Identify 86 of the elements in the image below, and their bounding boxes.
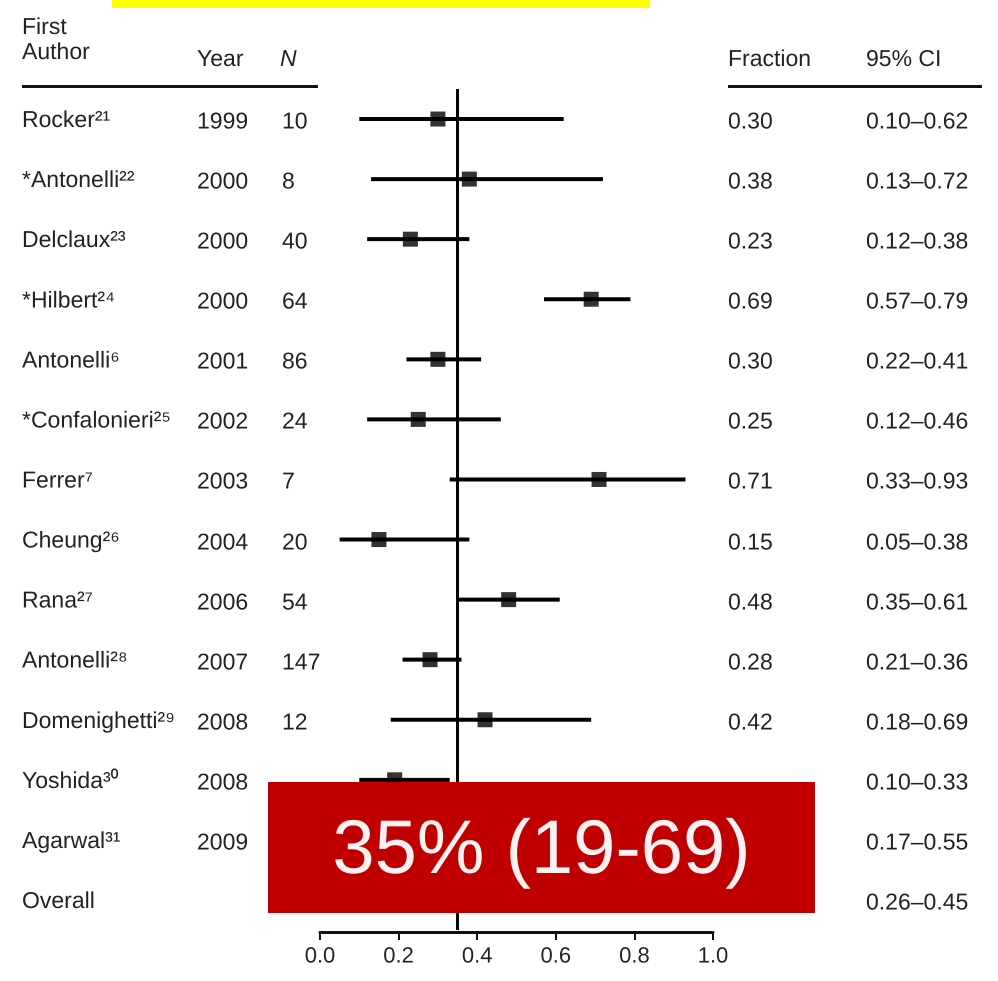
text: 0.18–0.69 [866,708,968,734]
text: 86 [282,348,308,374]
data-label: 0.69 [728,288,773,314]
y-tick-label: *Antonelli²² [22,166,135,192]
text: 2004 [197,528,248,554]
text: Fraction [728,45,812,72]
text: 0.21–0.36 [866,648,968,674]
text: Year [197,45,244,72]
y-tick-label: Antonelli²⁸ [22,646,128,673]
y-tick-label: Rocker²¹ [22,106,111,132]
text: 1999 [197,108,248,134]
text: 2000 [197,288,248,314]
text: 10 [282,108,308,134]
text: 0.13–0.72 [866,168,968,194]
text: 24 [282,408,308,434]
x-tick-label: 0.4 [462,942,492,968]
data-label: 0.38 [728,168,773,194]
text: 2006 [197,588,248,614]
text: 0.10–0.33 [866,768,968,794]
point [422,652,438,668]
text: First Author [22,13,91,65]
text: 0.26–0.45 [866,888,968,914]
point [501,592,516,608]
text: 2008 [197,708,248,734]
point [462,172,477,187]
text: 2000 [197,168,248,194]
text: 0.57–0.79 [866,288,968,314]
x-tick-label: 0.2 [383,942,414,968]
text: 8 [282,168,295,194]
x-tick-label: 0.6 [540,942,572,968]
text: 0.12–0.46 [866,408,968,434]
y-tick-label: Ferrer⁷ [22,466,93,492]
text: 0.17–0.55 [866,828,968,854]
text: 0.12–0.38 [866,228,968,254]
data-label: 0.30 [728,108,773,134]
text: 12 [282,708,308,734]
x-tick-label: 0.8 [619,942,650,968]
y-tick-label: Delclaux²³ [22,226,126,252]
text: 2001 [197,348,248,374]
text: 0.33–0.93 [866,468,968,494]
y-tick-label: *Confalonieri²⁵ [22,406,171,432]
point [371,532,386,548]
data-label: 0.28 [728,648,773,674]
data-label: 0.25 [728,408,773,434]
annotation: 35% (19-69) [268,782,815,913]
text: 2009 [197,828,248,854]
text: 95% CI [866,45,942,72]
text: 2003 [197,468,248,494]
y-tick-label: Cheung²⁶ [22,526,120,553]
text: 0.22–0.41 [866,348,968,374]
text: 7 [282,468,295,494]
y-tick-label: *Hilbert²⁴ [22,286,115,312]
point [584,292,599,307]
text: 0.10–0.62 [866,108,968,134]
text: 0.35–0.61 [866,588,968,614]
point [430,352,446,367]
text: 2000 [197,228,248,254]
text: 54 [282,588,308,614]
point [430,112,446,127]
text: 20 [282,528,308,554]
text: 64 [282,288,308,314]
data-label: 0.71 [728,468,773,494]
x-tick-label: 0.0 [304,942,336,968]
text: 2007 [197,648,248,674]
text: 40 [282,228,308,254]
text: 2008 [197,768,248,794]
y-tick-label: Domenighetti²⁹ [22,706,176,733]
data-label: 0.30 [728,348,773,374]
y-tick-label: Agarwal³¹ [22,826,121,853]
point [478,712,493,728]
data-label: 0.48 [728,588,773,614]
text: 2002 [197,408,248,434]
y-tick-label: Overall [22,886,95,913]
y-tick-label: Yoshida³⁰ [22,766,119,793]
text: 0.05–0.38 [866,528,968,554]
y-tick-label: Rana²⁷ [22,586,93,613]
text: N [280,45,297,72]
point [410,412,426,427]
point [402,232,418,247]
data-label: 0.15 [728,528,773,554]
data-label: 0.23 [728,228,773,254]
y-tick-label: Antonelli⁶ [22,346,120,372]
annotation: 147 [282,648,320,674]
data-label: 0.42 [728,708,773,734]
point [592,472,607,487]
x-tick-label: 1.0 [698,942,728,968]
